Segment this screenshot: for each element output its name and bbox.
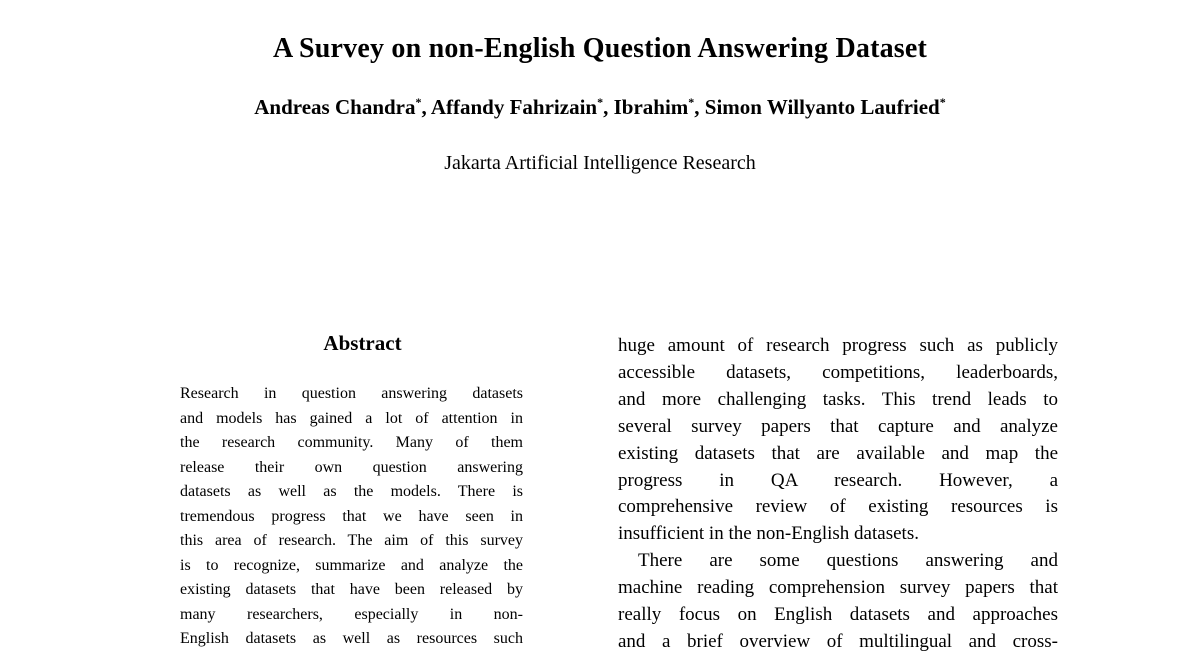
text-line: insufficient in the non-English datasets… bbox=[618, 523, 919, 545]
author-name: Andreas Chandra* bbox=[254, 95, 422, 119]
abstract-text-column: Research in question answering datasets a… bbox=[180, 382, 523, 652]
affiliation: Jakarta Artificial Intelligence Research bbox=[444, 152, 756, 174]
text-line: and more challenging tasks. This trend l… bbox=[618, 388, 1058, 410]
text-line: comprehensive review of existing resourc… bbox=[618, 496, 1058, 518]
paragraph: huge amount of research progress such as… bbox=[618, 333, 1058, 548]
text-line: existing datasets that have been release… bbox=[180, 581, 523, 598]
authors-line: Andreas Chandra*, Affandy Fahrizain*, Ib… bbox=[254, 95, 946, 119]
text-line: release their own question answering bbox=[180, 458, 523, 476]
text-line: tremendous progress that we have seen in bbox=[180, 507, 523, 525]
text-line: many researchers, especially in non- bbox=[180, 605, 523, 623]
text-line: and models has gained a lot of attention… bbox=[180, 409, 523, 427]
text-line: There are some questions answering and bbox=[638, 550, 1058, 572]
text-line: machine reading comprehension survey pap… bbox=[618, 577, 1058, 599]
text-line: accessible datasets, competitions, leade… bbox=[618, 361, 1058, 383]
author-name: Ibrahim* bbox=[613, 95, 695, 119]
text-line: this area of research. The aim of this s… bbox=[180, 532, 523, 549]
text-line: progress in QA research. However, a bbox=[618, 469, 1058, 491]
text-line: really focus on English datasets and app… bbox=[618, 604, 1058, 626]
text-line: and a brief overview of multilingual and… bbox=[618, 630, 1058, 652]
text-line: several survey papers that capture and a… bbox=[618, 415, 1058, 437]
text-line: the research community. Many of them bbox=[180, 434, 523, 451]
paper-title: A Survey on non-English Question Answeri… bbox=[272, 33, 928, 64]
author-footnote-mark: * bbox=[415, 95, 422, 109]
abstract-heading: Abstract bbox=[323, 331, 402, 355]
text-line: is to recognize, summarize and analyze t… bbox=[180, 556, 523, 574]
text-line: Research in question answering datasets bbox=[180, 385, 523, 402]
author-name: Affandy Fahrizain* bbox=[430, 95, 604, 119]
paragraph: There are some questions answering and ma… bbox=[618, 548, 1058, 656]
text-line: existing datasets that are available and… bbox=[618, 442, 1058, 464]
author-name: Simon Willyanto Laufried* bbox=[704, 95, 946, 119]
author-footnote-mark: * bbox=[597, 95, 604, 109]
author-footnote-mark: * bbox=[939, 95, 946, 109]
author-footnote-mark: * bbox=[688, 95, 695, 109]
right-text-column: huge amount of research progress such as… bbox=[618, 333, 1058, 656]
text-line: English datasets as well as resources su… bbox=[180, 630, 523, 647]
text-line: datasets as well as the models. There is bbox=[180, 483, 523, 500]
text-line: huge amount of research progress such as… bbox=[618, 335, 1058, 356]
